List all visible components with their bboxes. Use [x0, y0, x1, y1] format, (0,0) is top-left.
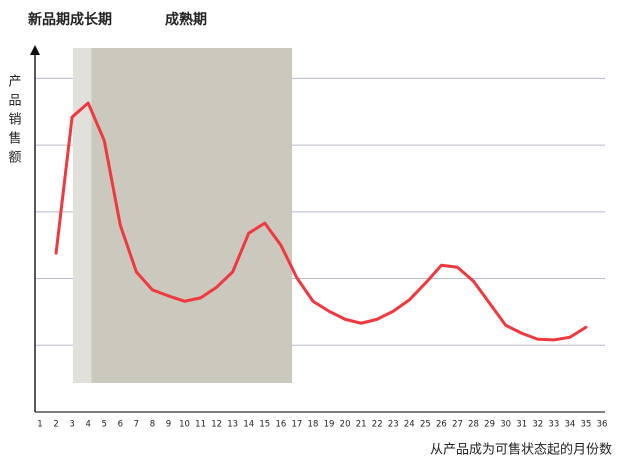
- x-tick-label: 6: [118, 420, 123, 430]
- x-tick-label: 22: [372, 420, 383, 430]
- y-label-char: 售: [8, 131, 21, 147]
- period-band: [72, 48, 92, 383]
- x-tick-label: 15: [259, 420, 270, 430]
- x-tick-label: 4: [85, 420, 90, 430]
- sales-line: [54, 101, 588, 342]
- x-tick-label: 7: [134, 420, 139, 430]
- x-tick-label: 21: [356, 420, 367, 430]
- x-tick-label: 27: [452, 420, 463, 430]
- x-tick-label: 12: [211, 420, 222, 430]
- y-label-char: 额: [8, 151, 21, 166]
- period-label: 新品期成长期: [28, 11, 112, 28]
- x-tick-label: 32: [532, 420, 543, 430]
- x-tick-label: 19: [324, 420, 335, 430]
- x-tick-label: 3: [69, 420, 74, 430]
- x-tick-label: 14: [243, 420, 254, 430]
- x-tick-label: 36: [597, 420, 608, 430]
- x-tick-label: 9: [166, 420, 171, 430]
- x-tick-label: 23: [388, 420, 399, 430]
- x-axis-label: 从产品成为可售状态起的月份数: [430, 442, 612, 458]
- x-tick-label: 2: [53, 420, 58, 430]
- x-tick-label: 28: [468, 420, 479, 430]
- x-tick-label: 24: [404, 420, 415, 430]
- x-tick-label: 17: [292, 420, 303, 430]
- x-tick-label: 29: [484, 420, 495, 430]
- x-tick-label: 30: [500, 420, 511, 430]
- x-tick-label: 35: [581, 420, 592, 430]
- x-tick-label: 33: [548, 420, 559, 430]
- x-tick-label: 13: [227, 420, 238, 430]
- x-tick-label: 16: [275, 420, 286, 430]
- x-tick-label: 31: [516, 420, 527, 430]
- y-axis-arrow: [30, 45, 40, 55]
- x-tick-label: 10: [179, 420, 190, 430]
- x-tick-label: 11: [195, 420, 206, 430]
- period-label: 成熟期: [165, 11, 207, 28]
- period-band: [91, 48, 293, 383]
- x-tick-label: 18: [308, 420, 319, 430]
- x-tick-label: 1: [37, 420, 42, 430]
- x-tick-label: 8: [150, 420, 155, 430]
- x-tick-label: 5: [102, 420, 107, 430]
- x-tick-label: 26: [436, 420, 447, 430]
- x-tick-label: 34: [564, 420, 575, 430]
- y-label-char: 品: [8, 94, 21, 109]
- x-tick-label: 20: [340, 420, 351, 430]
- y-label-char: 产: [8, 75, 21, 90]
- y-label-char: 销: [8, 113, 21, 128]
- x-tick-label: 25: [420, 420, 431, 430]
